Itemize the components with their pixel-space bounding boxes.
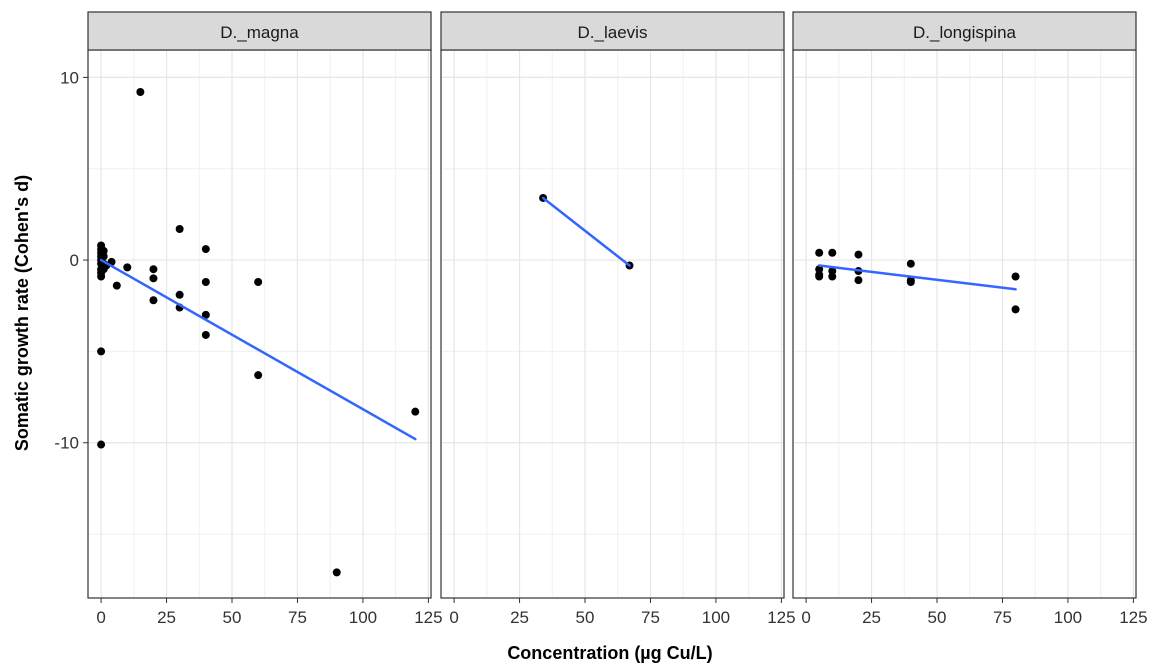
x-tick-label: 75 xyxy=(288,608,307,627)
x-tick-label: 50 xyxy=(576,608,595,627)
x-tick-label: 75 xyxy=(641,608,660,627)
data-point xyxy=(149,274,158,283)
x-tick-label: 100 xyxy=(1054,608,1082,627)
data-point xyxy=(149,296,158,305)
x-tick-label: 50 xyxy=(928,608,947,627)
data-point xyxy=(99,246,108,255)
data-point xyxy=(175,225,184,234)
x-tick-label: 25 xyxy=(510,608,529,627)
data-point xyxy=(136,88,145,97)
facet-strip xyxy=(440,11,785,51)
panel-background xyxy=(88,50,431,598)
facet-strip xyxy=(792,11,1137,51)
panel-background xyxy=(793,50,1136,598)
data-point xyxy=(149,265,158,274)
data-point xyxy=(815,265,824,274)
data-point xyxy=(828,272,837,281)
x-tick-label: 100 xyxy=(702,608,730,627)
x-tick-label: 125 xyxy=(767,608,795,627)
data-point xyxy=(201,330,210,339)
data-point xyxy=(201,310,210,319)
data-point xyxy=(332,568,341,577)
data-point xyxy=(99,252,108,261)
data-point xyxy=(254,371,263,380)
x-tick-label: 75 xyxy=(993,608,1012,627)
data-point xyxy=(815,272,824,281)
x-tick-label: 125 xyxy=(414,608,442,627)
data-point xyxy=(828,267,837,276)
data-point xyxy=(254,277,263,286)
facet-panel: D._laevis 0 25 50 75 100 125 xyxy=(440,11,796,627)
data-point xyxy=(201,245,210,254)
data-point xyxy=(201,277,210,286)
y-axis: -10 0 10 xyxy=(54,68,88,453)
data-point xyxy=(815,248,824,257)
data-point xyxy=(123,263,132,272)
facet-panel: D._longispina 0 25 50 75 100 125 xyxy=(792,11,1148,627)
data-point xyxy=(175,290,184,299)
facet-strip xyxy=(87,11,432,51)
data-point xyxy=(97,272,106,281)
y-tick-label: -10 xyxy=(54,434,79,453)
facet-strip-label: D._longispina xyxy=(913,23,1017,42)
y-tick-label: 10 xyxy=(60,68,79,87)
facet-strip-label: D._magna xyxy=(220,23,299,42)
regression-line xyxy=(817,264,1017,291)
x-tick-label: 100 xyxy=(349,608,377,627)
y-tick-label: 0 xyxy=(70,251,79,270)
facet-panels: D._magna 0 25 50 75 100 125 D._laevis 0 25 50 75 100… xyxy=(87,11,1148,627)
regression-line xyxy=(99,258,417,441)
data-point xyxy=(828,248,837,257)
data-point xyxy=(411,407,420,416)
data-point xyxy=(906,277,915,286)
data-point xyxy=(854,250,863,259)
x-axis-title: Concentration (µg Cu/L) xyxy=(507,643,712,663)
panel-background xyxy=(441,50,784,598)
data-point xyxy=(97,347,106,356)
data-point xyxy=(1011,272,1020,281)
facet-strip-label: D._laevis xyxy=(578,23,648,42)
facet-panel: D._magna 0 25 50 75 100 125 xyxy=(87,11,443,627)
regression-line xyxy=(541,196,631,267)
x-tick-label: 25 xyxy=(157,608,176,627)
x-tick-label: 125 xyxy=(1119,608,1147,627)
x-tick-label: 0 xyxy=(801,608,810,627)
data-point xyxy=(1011,305,1020,314)
x-tick-label: 0 xyxy=(96,608,105,627)
x-tick-label: 50 xyxy=(223,608,242,627)
data-point xyxy=(906,259,915,268)
data-point xyxy=(854,276,863,285)
x-tick-label: 25 xyxy=(862,608,881,627)
x-tick-label: 0 xyxy=(449,608,458,627)
data-point xyxy=(112,281,121,290)
y-axis-title: Somatic growth rate (Cohen's d) xyxy=(12,175,32,451)
data-point xyxy=(97,440,106,449)
